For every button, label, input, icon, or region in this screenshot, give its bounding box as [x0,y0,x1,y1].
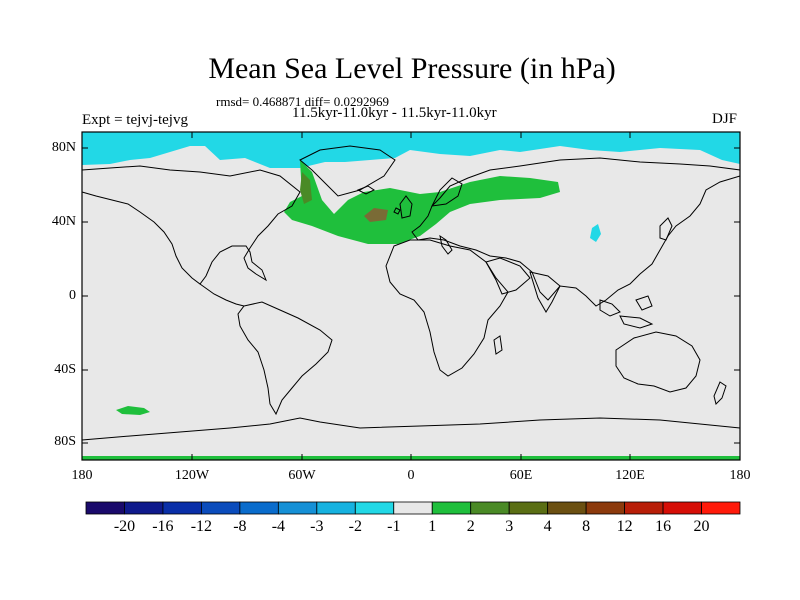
colorbar-tick-label: -12 [190,518,213,535]
north-atlantic-positive-anomaly [116,160,560,415]
asia-negative-patch [590,224,601,242]
lat-label-0: 0 [69,288,76,303]
lon-label-180w: 180 [71,468,93,483]
lon-label-180e: 180 [729,468,751,483]
colorbar-tick-label: -16 [152,518,174,535]
colorbar-swatch [85,501,125,515]
colorbar-swatch [701,501,741,515]
colorbar-swatch [162,501,202,515]
chart-title: Mean Sea Level Pressure (in hPa) [208,52,616,85]
lon-label-120w: 120W [174,468,210,483]
map-background [82,132,740,460]
colorbar-tick-label: 16 [655,518,672,535]
colorbar-tick-label: -4 [271,518,286,535]
colorbar-tick-label: 1 [428,518,437,535]
colorbar-swatch [624,501,664,515]
lon-label-120e: 120E [615,468,645,483]
colorbar-tick-label: 2 [466,518,475,535]
colorbar [85,501,741,515]
colorbar-swatch [547,501,587,515]
lon-label-60e: 60E [509,468,533,483]
colorbar-swatch [585,501,625,515]
lat-label-80s: 80S [54,434,76,449]
colorbar-swatch [431,501,472,515]
colorbar-tick-label: -1 [387,518,401,535]
south-pacific-positive-patch [116,406,150,415]
lon-label-0: 0 [407,468,415,483]
colorbar-swatch [124,501,164,515]
colorbar-swatch [354,501,395,515]
colorbar-tick-label: 3 [505,518,514,535]
colorbar-tick-label: 4 [543,518,552,535]
colorbar-swatch [470,501,510,515]
colorbar-tick-label: 12 [616,518,633,535]
colorbar-swatch [393,501,433,515]
axis-ticks [82,132,740,460]
strong-positive-anomaly [300,172,388,222]
arctic-negative-anomaly [82,132,740,242]
colorbar-swatch [201,501,241,515]
colorbar-tick-label: -3 [310,518,324,535]
rmsd-diff-stats: rmsd= 0.468871 diff= 0.0292969 [216,94,389,109]
lon-label-60w: 60W [288,468,316,483]
lat-label-40n: 40N [51,214,76,229]
colorbar-swatch [662,501,702,515]
coastlines [81,145,741,441]
colorbar-tick-label: -20 [113,518,136,535]
colorbar-swatch [508,501,549,515]
colorbar-tick-label: -8 [233,518,247,535]
colorbar-swatch [316,501,356,515]
lat-label-40s: 40S [54,362,76,377]
experiment-label: Expt = tejvj-tejvg [82,112,188,128]
season-label: DJF [712,111,738,127]
colorbar-swatch [239,501,279,515]
colorbar-swatch [277,501,318,515]
colorbar-tick-label: 8 [582,518,591,535]
chart-subtitle: 11.5kyr-11.0kyr - 11.5kyr-11.0kyr [292,105,497,121]
lat-label-80n: 80N [51,140,76,155]
colorbar-tick-label: -2 [348,518,362,535]
colorbar-tick-label: 20 [693,518,710,535]
